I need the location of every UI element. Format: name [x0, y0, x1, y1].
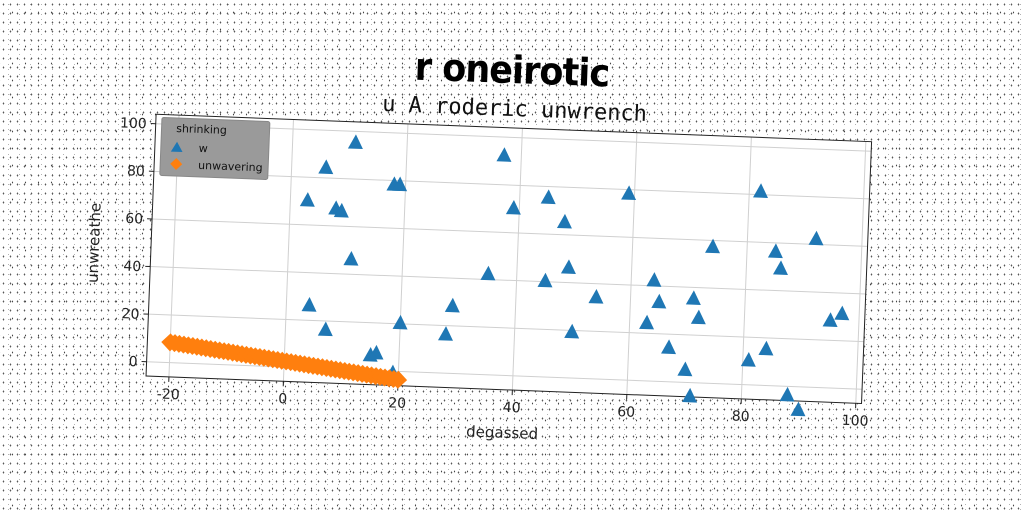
w-data-point	[822, 312, 838, 327]
w-data-point	[661, 339, 677, 355]
w-data-point	[301, 297, 317, 312]
w-data-point	[564, 323, 580, 339]
w-data-point	[682, 387, 698, 403]
w-data-point	[690, 309, 706, 325]
w-data-point	[808, 230, 824, 246]
y-tick-label: 0	[128, 354, 138, 370]
w-data-point	[639, 314, 655, 330]
w-data-point	[347, 134, 363, 150]
chart-rotated-group: -20 0 20 40 60 80 100 0 20 40 60 80 100 degassed unwre…	[84, 92, 873, 443]
w-data-point	[685, 290, 701, 306]
y-tick-label: 40	[123, 259, 141, 276]
w-data-point	[767, 243, 783, 259]
legend-label-unwavering: unwavering	[198, 159, 263, 174]
w-data-point	[444, 297, 460, 313]
w-data-point	[437, 326, 453, 341]
w-data-point	[677, 361, 693, 377]
y-gridline	[146, 361, 863, 390]
x-tick-label: -20	[157, 386, 180, 403]
w-data-point	[588, 288, 604, 304]
y-tick-label: 20	[121, 306, 139, 323]
x-gridline	[855, 141, 867, 404]
y-tick-label: 100	[120, 115, 147, 132]
y-gridline	[155, 123, 872, 152]
w-data-point	[317, 321, 333, 337]
x-tick-label: 20	[388, 395, 406, 412]
y-axis-label: unwreathe	[84, 203, 105, 284]
w-data-point	[772, 260, 788, 275]
x-gridline	[626, 132, 638, 395]
x-gridline	[397, 123, 409, 386]
y-tick-label: 60	[125, 211, 143, 228]
w-data-point	[318, 159, 334, 175]
plot-frame	[145, 113, 873, 405]
legend-marker-w	[170, 141, 183, 153]
x-tick-label: 40	[502, 400, 520, 417]
w-data-point	[753, 183, 769, 198]
w-data-point	[392, 176, 408, 192]
w-data-point	[392, 314, 408, 330]
w-data-point	[343, 250, 359, 266]
y-tick-label: 80	[127, 163, 145, 180]
w-data-point	[368, 344, 384, 360]
w-data-point	[556, 213, 572, 229]
y-gridline	[148, 313, 864, 343]
x-axis-label: degassed	[466, 422, 538, 443]
x-tick-label: 0	[278, 391, 288, 407]
w-data-point	[651, 293, 667, 309]
legend-title: shrinking	[176, 122, 227, 137]
w-data-point	[758, 340, 774, 356]
legend-label-w: w	[199, 142, 208, 155]
w-data-point	[537, 272, 553, 288]
unwavering-data-point	[389, 370, 408, 389]
x-tick-label: 80	[731, 409, 749, 426]
w-data-point	[740, 352, 756, 367]
legend-marker-unwavering	[170, 158, 183, 171]
w-data-point	[480, 265, 496, 281]
x-gridline	[282, 119, 294, 382]
y-gridline	[150, 266, 866, 295]
w-data-point	[333, 202, 349, 218]
x-gridline	[740, 137, 752, 399]
w-data-point	[790, 401, 806, 417]
legend-box	[159, 117, 271, 180]
chart-subtitle: u A roderic unwrench	[382, 92, 648, 127]
w-data-point	[299, 192, 315, 207]
w-data-point	[540, 189, 556, 205]
w-data-point	[505, 199, 521, 215]
w-data-point	[621, 185, 637, 201]
x-tick-label: 100	[841, 413, 868, 430]
y-gridline	[153, 170, 870, 200]
w-data-point	[560, 259, 576, 274]
w-data-point	[834, 305, 850, 321]
w-data-point	[779, 386, 795, 402]
x-gridline	[511, 128, 523, 391]
y-gridline	[152, 218, 868, 247]
w-data-point	[496, 147, 512, 162]
w-data-point	[646, 272, 662, 287]
x-tick-label: 60	[617, 404, 635, 421]
w-data-point	[705, 238, 721, 254]
